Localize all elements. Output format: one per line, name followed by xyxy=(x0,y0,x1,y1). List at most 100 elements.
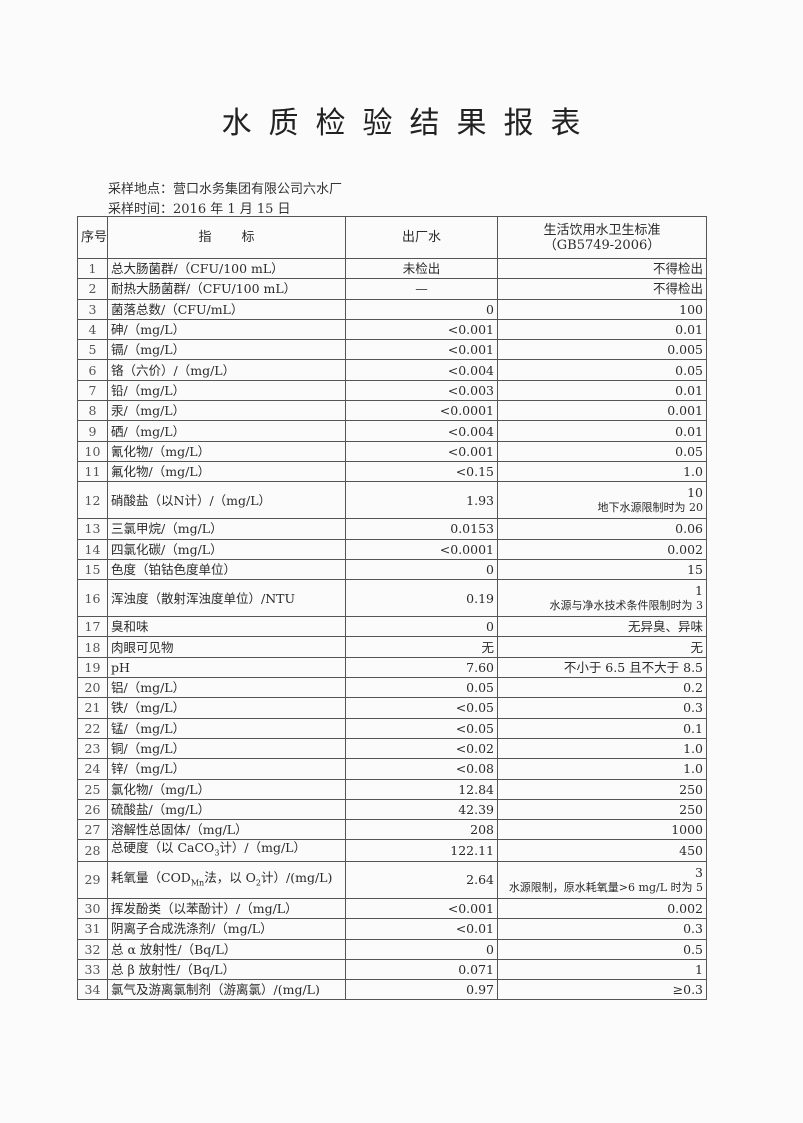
row-seq: 18 xyxy=(77,636,108,658)
row-indicator: 铬（六价）/（mg/L） xyxy=(107,359,346,381)
row-standard: 0.01 xyxy=(497,379,707,402)
standard-value: 0.002 xyxy=(667,541,703,557)
row-seq: 26 xyxy=(77,798,108,821)
table-row: 33 总 β 放射性/（Bq/L） 0.071 1 xyxy=(77,958,707,981)
table-row: 24 锌/（mg/L） <0.08 1.0 xyxy=(77,758,707,780)
row-indicator: 三氯甲烷/（mg/L） xyxy=(107,518,346,540)
row-indicator: 氰化物/（mg/L） xyxy=(107,440,346,462)
table-row: 28 总硬度（以 CaCO3计）/（mg/L） 122.11 450 xyxy=(77,839,707,862)
indicator-part: 2 xyxy=(255,878,262,888)
row-standard: 1.0 xyxy=(497,460,707,483)
table-row: 23 铜/（mg/L） <0.02 1.0 xyxy=(77,737,707,760)
row-seq: 8 xyxy=(77,400,108,422)
standard-value: 0.001 xyxy=(667,403,703,419)
indicator-part: 耗氧量（COD xyxy=(111,869,191,885)
row-seq: 28 xyxy=(77,839,108,862)
row-seq: 6 xyxy=(77,359,108,381)
standard-value: 450 xyxy=(679,843,703,859)
row-seq: 20 xyxy=(77,677,108,699)
row-seq: 15 xyxy=(77,558,108,581)
row-standard: 1000 xyxy=(497,819,707,841)
row-standard: 450 xyxy=(497,839,707,862)
standard-value: 1 xyxy=(695,961,703,977)
table-row: 7 铅/（mg/L） <0.003 0.01 xyxy=(77,379,707,402)
table-row: 17 臭和味 0 无异臭、异味 xyxy=(77,616,707,638)
row-standard: 0.001 xyxy=(497,400,707,422)
row-standard: 1.0 xyxy=(497,758,707,780)
header-plant-water: 出厂水 xyxy=(345,216,498,259)
row-plant-water-value: <0.0001 xyxy=(345,400,498,422)
standard-value: 0.01 xyxy=(675,382,703,398)
table-row: 31 阴离子合成洗涤剂/（mg/L） <0.01 0.3 xyxy=(77,918,707,940)
row-standard: 250 xyxy=(497,778,707,800)
row-indicator: 汞/（mg/L） xyxy=(107,400,346,422)
row-seq: 27 xyxy=(77,819,108,841)
row-standard: 0.002 xyxy=(497,897,707,920)
row-seq: 10 xyxy=(77,440,108,462)
row-plant-water-value: <0.08 xyxy=(345,758,498,780)
row-standard: 0.01 xyxy=(497,420,707,442)
row-indicator: 氟化物/（mg/L） xyxy=(107,460,346,483)
row-seq: 16 xyxy=(77,579,108,618)
standard-note: 水源限制，原水耗氧量>6 mg/L 时为 5 xyxy=(508,880,703,894)
row-standard: 0.002 xyxy=(497,538,707,560)
standard-value: 0.01 xyxy=(675,423,703,439)
row-plant-water-value: 0 xyxy=(345,938,498,960)
table-row: 26 硫酸盐/（mg/L） 42.39 250 xyxy=(77,798,707,821)
row-seq: 23 xyxy=(77,737,108,760)
row-plant-water-value: 1.93 xyxy=(345,481,498,520)
row-seq: 31 xyxy=(77,918,108,940)
row-standard: 无 xyxy=(497,636,707,658)
row-plant-water-value: <0.001 xyxy=(345,318,498,341)
table-row: 13 三氯甲烷/（mg/L） 0.0153 0.06 xyxy=(77,518,707,540)
results-table: 序号 指标 出厂水 生活饮用水卫生标准 （GB5749-2006） 1 总大肠菌群/… xyxy=(77,216,707,1001)
table-row: 10 氰化物/（mg/L） <0.001 0.05 xyxy=(77,440,707,462)
row-indicator: pH xyxy=(107,656,346,679)
row-plant-water-value: <0.004 xyxy=(345,359,498,381)
standard-value: 0.06 xyxy=(675,521,703,537)
row-indicator: 阴离子合成洗涤剂/（mg/L） xyxy=(107,918,346,940)
row-standard: 不得检出 xyxy=(497,278,707,300)
standard-value: 0.002 xyxy=(667,901,703,917)
row-seq: 5 xyxy=(77,339,108,361)
row-seq: 22 xyxy=(77,717,108,739)
indicator-part: 3 xyxy=(214,848,220,858)
row-seq: 12 xyxy=(77,481,108,520)
row-indicator: 砷/（mg/L） xyxy=(107,318,346,341)
row-standard: 250 xyxy=(497,798,707,821)
row-standard: 100 xyxy=(497,298,707,320)
standard-value: 15 xyxy=(687,562,703,577)
standard-value: 1 xyxy=(695,583,703,599)
standard-value: 1000 xyxy=(671,822,703,838)
table-row: 15 色度（铂钴色度单位） 0 15 xyxy=(77,558,707,581)
table-row: 30 挥发酚类（以苯酚计）/（mg/L） <0.001 0.002 xyxy=(77,897,707,920)
row-plant-water-value: 7.60 xyxy=(345,656,498,679)
row-seq: 14 xyxy=(77,538,108,560)
row-indicator: 锌/（mg/L） xyxy=(107,758,346,780)
row-indicator: 色度（铂钴色度单位） xyxy=(107,558,346,581)
standard-value: 1.0 xyxy=(683,741,703,757)
table-row: 5 镉/（mg/L） <0.001 0.005 xyxy=(77,339,707,361)
row-plant-water-value: 0 xyxy=(345,616,498,638)
row-plant-water-value: <0.05 xyxy=(345,697,498,719)
row-seq: 4 xyxy=(77,318,108,341)
row-standard: 0.01 xyxy=(497,318,707,341)
row-seq: 30 xyxy=(77,897,108,920)
indicator-part: Mn xyxy=(190,878,205,888)
row-standard: ≥0.3 xyxy=(497,979,707,1001)
row-indicator: 菌落总数/（CFU/mL） xyxy=(107,298,346,320)
row-standard: 1.0 xyxy=(497,737,707,760)
row-standard: 0.005 xyxy=(497,339,707,361)
row-plant-water-value: <0.001 xyxy=(345,339,498,361)
row-plant-water-value: 122.11 xyxy=(345,839,498,862)
row-standard: 10 地下水源限制时为 20 xyxy=(497,481,707,520)
header-seq: 序号 xyxy=(77,216,108,259)
report-title: 水质检验结果报表 xyxy=(221,106,598,141)
row-indicator: 四氯化碳/（mg/L） xyxy=(107,538,346,560)
standard-value: 250 xyxy=(679,801,703,817)
row-standard: 0.3 xyxy=(497,697,707,719)
row-plant-water-value: 0.97 xyxy=(345,979,498,1001)
row-plant-water-value: 0.05 xyxy=(345,677,498,699)
row-plant-water-value: 0.0153 xyxy=(345,518,498,540)
table-row: 32 总 α 放射性/（Bq/L） 0 0.5 xyxy=(77,938,707,960)
